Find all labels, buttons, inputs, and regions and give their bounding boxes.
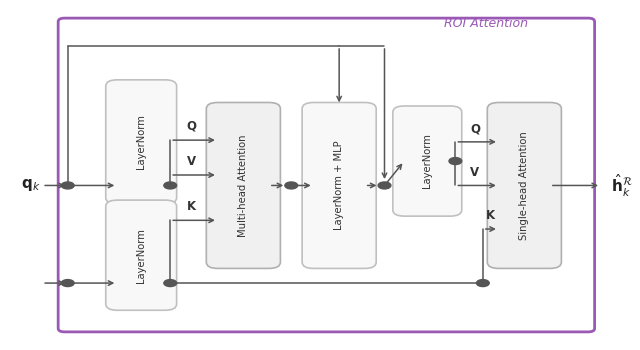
Text: K: K (187, 200, 196, 213)
Text: $\hat{\mathbf{h}}_k^{\mathcal{R}}$: $\hat{\mathbf{h}}_k^{\mathcal{R}}$ (611, 172, 632, 199)
Circle shape (378, 182, 391, 189)
FancyBboxPatch shape (106, 200, 177, 310)
Text: V: V (187, 155, 196, 168)
Circle shape (476, 280, 489, 287)
Text: Q: Q (187, 120, 196, 133)
FancyBboxPatch shape (393, 106, 462, 216)
Text: K: K (486, 209, 495, 222)
Circle shape (449, 158, 462, 164)
Text: LayerNorm: LayerNorm (136, 228, 146, 282)
Text: Single-head Attention: Single-head Attention (519, 131, 529, 240)
Circle shape (164, 182, 177, 189)
Text: LayerNorm: LayerNorm (422, 134, 432, 189)
Text: V: V (470, 166, 479, 179)
Text: LayerNorm + MLP: LayerNorm + MLP (334, 141, 344, 230)
Circle shape (164, 280, 177, 287)
Circle shape (61, 280, 74, 287)
FancyBboxPatch shape (58, 18, 595, 332)
Text: Q: Q (470, 122, 480, 135)
Text: Multi-head Attention: Multi-head Attention (238, 134, 248, 237)
FancyBboxPatch shape (487, 103, 561, 268)
Text: $\mathbf{q}_k$: $\mathbf{q}_k$ (20, 177, 40, 194)
FancyBboxPatch shape (302, 103, 376, 268)
Text: ROI Attention: ROI Attention (444, 17, 528, 30)
Text: LayerNorm: LayerNorm (136, 114, 146, 169)
FancyBboxPatch shape (106, 80, 177, 204)
Circle shape (61, 182, 74, 189)
Circle shape (285, 182, 298, 189)
FancyBboxPatch shape (206, 103, 280, 268)
